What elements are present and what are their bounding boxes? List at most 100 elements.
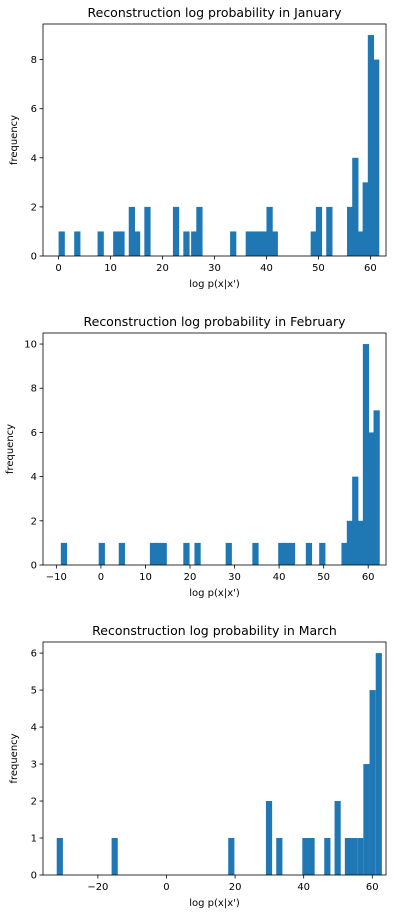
y-tick-label: 2 — [31, 516, 37, 527]
histogram-bar — [271, 231, 278, 256]
histogram-bar — [118, 231, 125, 256]
x-tick-label: −10 — [46, 572, 67, 583]
histogram-bar — [305, 542, 313, 565]
y-tick-label: 6 — [31, 649, 37, 660]
histogram-bar — [98, 542, 105, 565]
histogram-bar — [191, 231, 198, 256]
histogram-bar — [128, 206, 135, 256]
histogram-bar — [319, 542, 326, 565]
histogram-bar — [183, 542, 190, 565]
histogram-bar — [58, 231, 65, 256]
histogram-bar — [144, 206, 151, 256]
y-tick-label: 3 — [31, 760, 37, 771]
histogram-bar — [341, 542, 348, 565]
y-tick-label: 4 — [31, 472, 37, 483]
y-tick-label: 6 — [31, 104, 37, 115]
histogram-bar — [97, 231, 104, 256]
histogram-bar — [352, 476, 359, 565]
histogram-bar — [368, 432, 375, 565]
histogram-bar — [265, 801, 273, 875]
histogram-bar — [346, 520, 354, 565]
histogram-bar — [256, 231, 263, 256]
x-tick-label: 50 — [317, 572, 330, 583]
y-tick-label: 8 — [31, 384, 37, 395]
histogram-bar — [118, 542, 125, 565]
histogram-bar — [308, 838, 315, 875]
histogram-bar — [278, 542, 285, 565]
chart-title: Reconstruction log probability in Februa… — [84, 314, 347, 329]
chart-title: Reconstruction log probability in Januar… — [88, 5, 343, 20]
histogram-bar — [288, 542, 296, 565]
x-tick-label: 0 — [163, 882, 169, 893]
x-axis-label: log p(x|x') — [189, 898, 240, 909]
x-tick-label: 20 — [156, 263, 169, 274]
histogram-bar — [362, 344, 370, 565]
chart-title: Reconstruction log probability in March — [92, 623, 337, 638]
y-axis-label: frequency — [9, 733, 20, 783]
y-tick-label: 4 — [31, 723, 37, 734]
x-tick-label: 10 — [104, 263, 117, 274]
histogram-bar — [347, 206, 354, 256]
x-tick-label: 50 — [312, 263, 325, 274]
y-tick-label: 6 — [31, 428, 37, 439]
histogram-bar — [362, 182, 369, 256]
histogram-bar — [324, 838, 331, 875]
plot-frame — [42, 23, 387, 257]
x-tick-label: 40 — [273, 572, 286, 583]
histogram-bar — [283, 542, 290, 565]
histogram-bar — [113, 231, 120, 256]
chart-2: −10 0 10 20 30 40 50 60 0 2 4 6 8 10 Reconstruction lo… — [5, 314, 387, 599]
y-tick-label: 0 — [31, 252, 37, 263]
histogram-bar — [334, 801, 341, 875]
y-tick-label: 2 — [31, 797, 37, 808]
x-tick-label: 10 — [139, 572, 152, 583]
histogram-bar — [351, 838, 358, 875]
x-tick-label: 0 — [98, 572, 104, 583]
histogram-bar — [357, 231, 364, 256]
y-tick-label: 5 — [31, 686, 37, 697]
histogram-bar — [252, 542, 259, 565]
histogram-bar — [230, 231, 237, 256]
histogram-bar — [261, 231, 268, 256]
x-tick-label: 20 — [184, 572, 197, 583]
histogram-bar — [373, 410, 380, 565]
histogram-bar — [357, 520, 364, 565]
histogram-bar — [352, 157, 359, 256]
histogram-bar — [228, 838, 235, 875]
histogram-bar — [373, 59, 380, 256]
histogram-bar — [225, 542, 232, 565]
histogram-bar — [183, 231, 190, 256]
y-tick-label: 0 — [31, 561, 37, 572]
y-tick-label: 4 — [31, 153, 37, 164]
histogram-bar — [60, 542, 68, 565]
y-tick-label: 0 — [31, 871, 37, 882]
x-tick-label: 60 — [362, 572, 375, 583]
histogram-bar — [266, 206, 273, 256]
histogram-bar — [344, 838, 352, 875]
histogram-bar — [369, 690, 376, 875]
histogram-bar — [160, 542, 167, 565]
histogram-bar — [149, 542, 157, 565]
histogram-bar — [74, 231, 81, 256]
histogram-bar — [196, 206, 203, 256]
chart-3: −20 0 20 40 60 0 1 2 3 4 5 6 Reconstruction log prob… — [9, 623, 387, 909]
histogram-bar — [375, 653, 382, 875]
histogram-bar — [310, 231, 317, 256]
x-tick-label: 0 — [55, 263, 61, 274]
histogram-bar — [357, 838, 364, 875]
y-axis-label: frequency — [9, 115, 20, 165]
histogram-bar — [111, 838, 118, 875]
y-axis-label: frequency — [5, 424, 16, 474]
x-tick-label: 40 — [260, 263, 273, 274]
x-tick-label: 40 — [297, 882, 310, 893]
x-tick-label: −20 — [87, 882, 108, 893]
x-tick-label: 60 — [366, 882, 379, 893]
plot-frame — [42, 641, 387, 876]
x-tick-label: 30 — [208, 263, 221, 274]
x-axis-label: log p(x|x') — [189, 588, 240, 599]
y-tick-label: 10 — [24, 340, 37, 351]
histogram-bar — [302, 838, 309, 875]
x-tick-label: 20 — [229, 882, 242, 893]
histogram-bar — [172, 206, 180, 256]
